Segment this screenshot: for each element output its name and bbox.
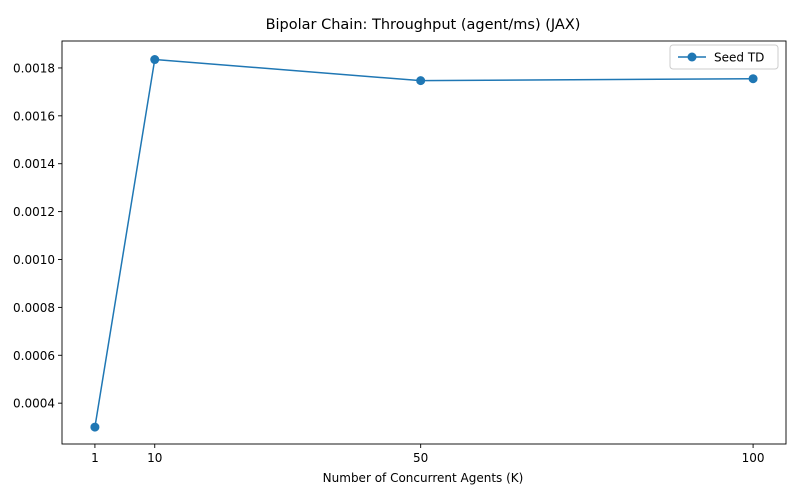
data-point-0-0 [90,422,100,432]
x-tick-label-2: 50 [413,451,428,465]
y-tick-label-2: 0.0008 [13,301,55,315]
legend-box [669,44,779,70]
y-tick-label-0: 0.0004 [13,397,55,411]
series-line-0 [94,58,754,428]
plot-area [90,55,758,432]
y-tick-label-1: 0.0006 [13,349,55,363]
legend-label-0: Seed TD [714,51,764,65]
legend: Seed TD [669,44,779,70]
x-tick-label-0: 1 [91,451,99,465]
legend-marker-0 [687,52,697,62]
y-tick-label-3: 0.0010 [13,253,55,267]
y-tick-label-6: 0.0016 [13,109,55,123]
y-tick-label-4: 0.0012 [13,205,55,219]
y-tick-label-7: 0.0018 [13,61,55,75]
x-axis-label: Number of Concurrent Agents (K) [323,471,524,485]
data-point-0-1 [150,55,160,65]
axes-frame [61,40,787,445]
y-tick-label-5: 0.0014 [13,157,55,171]
x-tick-label-3: 100 [742,451,765,465]
chart-title: Bipolar Chain: Throughput (agent/ms) (JA… [266,17,581,33]
data-point-0-3 [748,74,758,84]
x-tick-label-1: 10 [147,451,162,465]
data-point-0-2 [416,76,426,86]
axes: 1 10 50 100 0.0004 0.0006 0.0008 0.0010 0.0012 0.… [13,40,787,465]
